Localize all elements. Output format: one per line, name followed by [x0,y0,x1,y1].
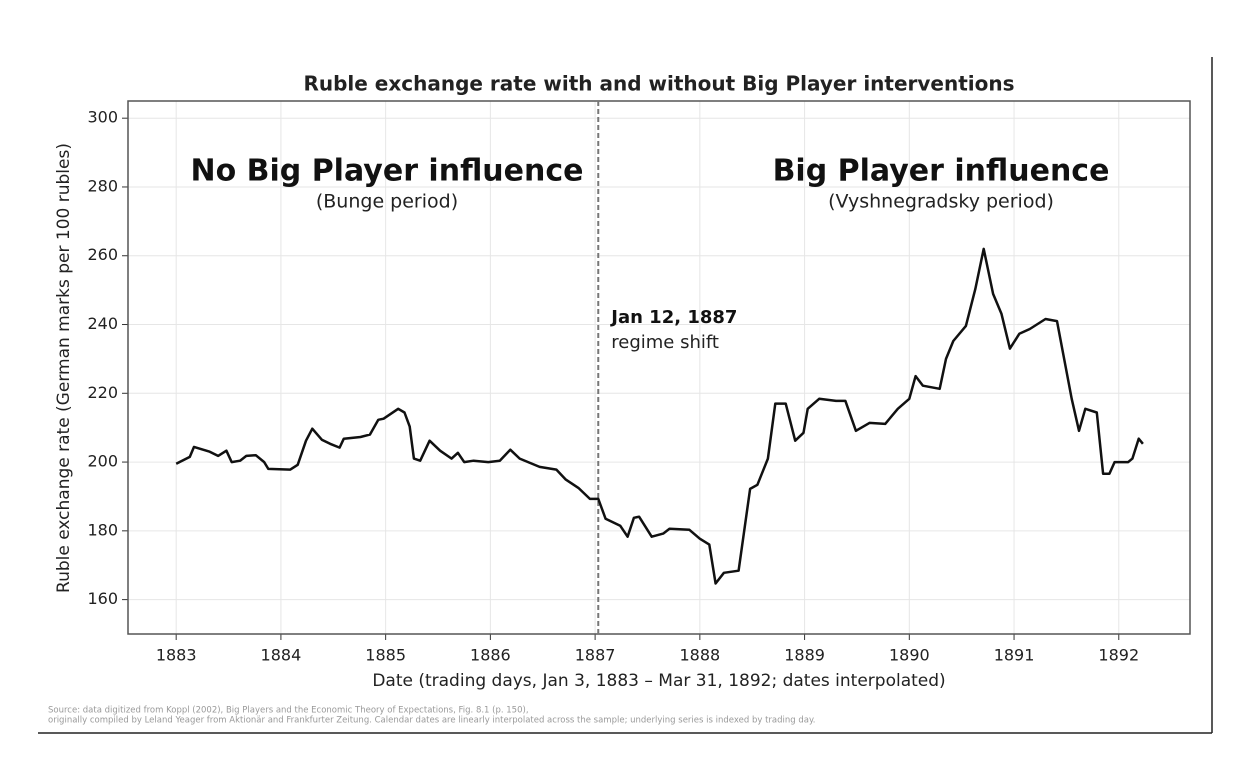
x-tick-label: 1890 [889,646,930,665]
x-tick-label: 1892 [1098,646,1139,665]
x-tick-label: 1886 [470,646,511,665]
rate-line [175,247,1144,585]
y-tick-label: 300 [87,108,118,127]
x-tick-label: 1888 [679,646,720,665]
x-tick-label: 1884 [261,646,302,665]
y-tick-label: 220 [87,383,118,402]
x-axis-label: Date (trading days, Jan 3, 1883 – Mar 31… [372,671,945,691]
y-axis-label: Ruble exchange rate (German marks per 10… [54,143,74,593]
y-tick-label: 260 [87,245,118,264]
annotation: No Big Player influence [190,154,583,189]
x-tick-label: 1891 [994,646,1035,665]
annotation: (Bunge period) [316,191,458,213]
x-tick-label: 1889 [784,646,825,665]
chart-title: Ruble exchange rate with and without Big… [303,72,1014,96]
y-tick-label: 280 [87,176,118,195]
y-tick-label: 200 [87,452,118,471]
plot-frame [127,100,1191,635]
y-tick-label: 240 [87,314,118,333]
annotation: Big Player influence [773,154,1110,189]
x-tick-label: 1883 [156,646,197,665]
annotation: regime shift [611,332,719,353]
annotation: Jan 12, 1887 [609,307,737,328]
y-tick-label: 180 [87,520,118,539]
y-tick-label: 160 [87,589,118,608]
source-note: Source: data digitized from Koppl (2002)… [48,706,529,716]
x-tick-label: 1885 [365,646,406,665]
source-note: originally compiled by Leland Yeager fro… [48,716,815,726]
annotation: (Vyshnegradsky period) [828,191,1054,213]
x-tick-label: 1887 [575,646,616,665]
